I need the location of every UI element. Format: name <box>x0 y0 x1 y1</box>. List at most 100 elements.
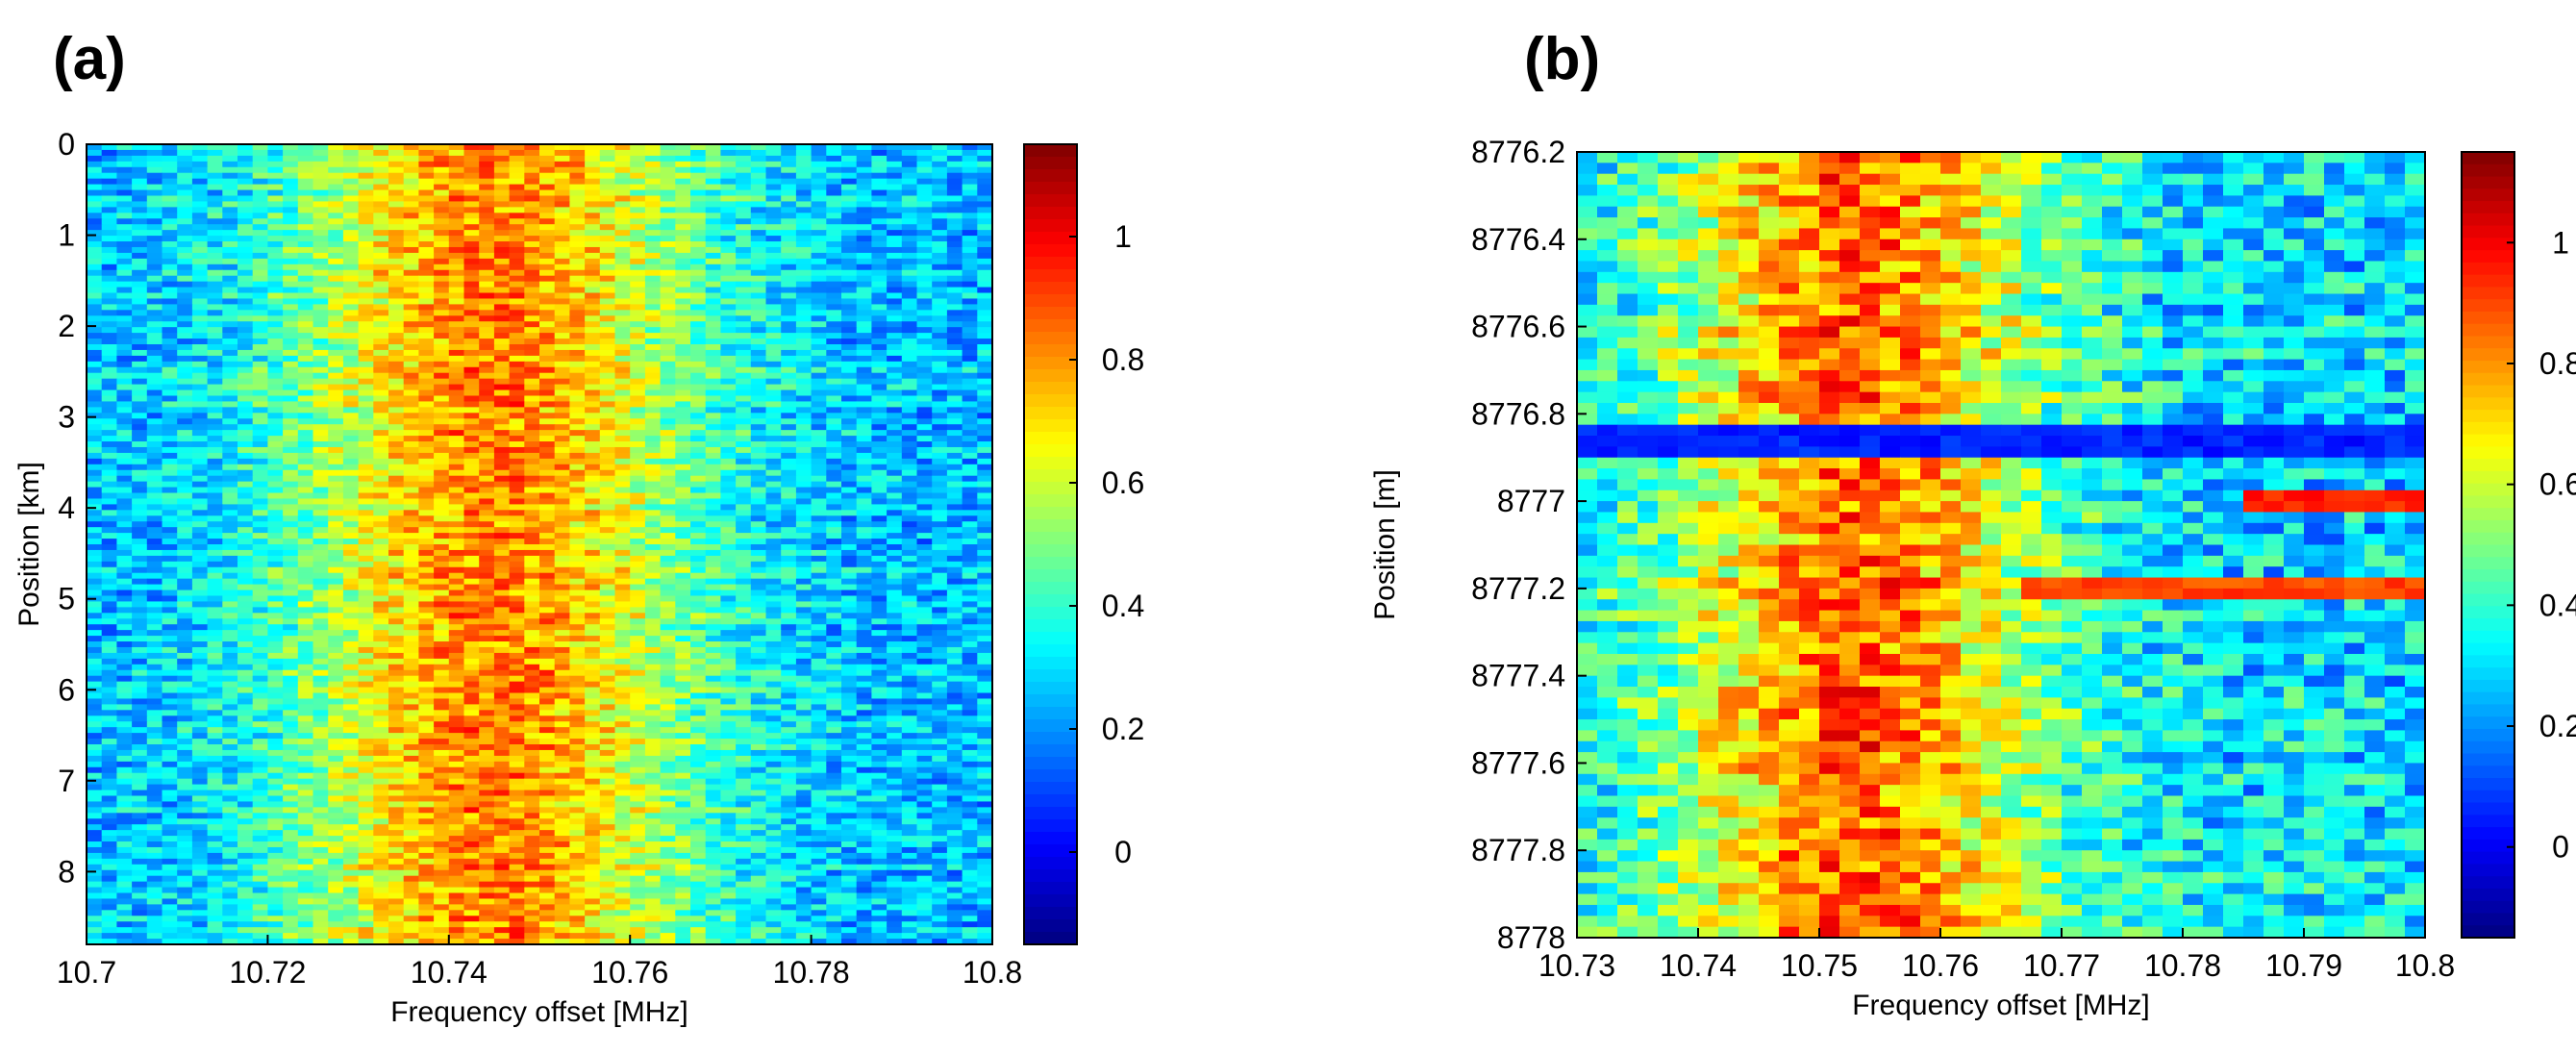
heatmap-cell <box>283 618 299 625</box>
heatmap-cell <box>871 327 888 334</box>
heatmap-cell <box>630 469 646 477</box>
heatmap-cell <box>720 378 737 386</box>
heatmap-cell <box>116 310 133 316</box>
heatmap-cell <box>207 315 223 322</box>
heatmap-cell <box>388 458 405 465</box>
heatmap-cell <box>720 384 737 391</box>
heatmap-cell <box>795 464 813 471</box>
heatmap-cell <box>283 184 299 191</box>
heatmap-cell <box>283 418 299 425</box>
heatmap-cell <box>720 555 737 563</box>
heatmap-cell <box>448 561 465 568</box>
heatmap-cell <box>267 281 284 289</box>
heatmap-cell <box>358 590 374 597</box>
heatmap-cell <box>585 292 601 300</box>
heatmap-cell <box>418 566 435 574</box>
heatmap-cell <box>871 413 888 419</box>
heatmap-cell <box>418 275 435 283</box>
heatmap-cell <box>418 292 435 300</box>
heatmap-cell <box>585 446 601 454</box>
heatmap-cell <box>977 258 993 265</box>
heatmap-cell <box>463 452 480 460</box>
heatmap-cell <box>614 446 631 454</box>
heatmap-cell <box>690 218 707 225</box>
heatmap-cell <box>871 395 888 403</box>
heatmap-cell <box>493 333 511 339</box>
heatmap-cell <box>856 584 872 591</box>
heatmap-cell <box>448 178 465 186</box>
heatmap-cell <box>328 401 344 408</box>
heatmap-cell <box>493 521 511 528</box>
heatmap-cell <box>554 487 570 494</box>
heatmap-cell <box>946 384 963 391</box>
heatmap-cell <box>116 572 133 580</box>
heatmap-cell <box>841 189 858 197</box>
heatmap-cell <box>539 304 556 311</box>
heatmap-cell <box>146 355 163 363</box>
heatmap-cell <box>509 298 525 305</box>
heatmap-cell <box>509 430 525 437</box>
heatmap-cell <box>418 584 435 591</box>
heatmap-cell <box>479 590 495 597</box>
heatmap-cell <box>313 269 329 277</box>
heatmap-cell <box>373 236 389 242</box>
heatmap-cell <box>599 310 616 316</box>
heatmap-cell <box>765 258 782 265</box>
heatmap-cell <box>887 310 903 316</box>
heatmap-cell <box>493 355 511 363</box>
heatmap-cell <box>434 189 450 197</box>
heatmap-cell <box>252 339 268 345</box>
heatmap-cell <box>946 189 963 197</box>
heatmap-cell <box>660 275 676 283</box>
heatmap-cell <box>493 515 511 522</box>
heatmap-cell <box>448 230 465 237</box>
heatmap-cell <box>736 224 752 231</box>
heatmap-cell <box>962 298 978 305</box>
heatmap-cell <box>434 584 450 591</box>
heatmap-cell <box>856 521 872 528</box>
heatmap-cell <box>871 287 888 294</box>
heatmap-cell <box>826 149 842 157</box>
heatmap-cell <box>977 452 993 460</box>
heatmap-cell <box>146 287 163 294</box>
heatmap-cell <box>765 252 782 260</box>
heatmap-cell <box>690 413 707 419</box>
heatmap-cell <box>856 566 872 574</box>
heatmap-cell <box>932 492 948 500</box>
heatmap-cell <box>962 252 978 260</box>
heatmap-cell <box>750 218 767 225</box>
heatmap-cell <box>448 475 465 483</box>
heatmap-cell <box>826 207 842 213</box>
heatmap-cell <box>901 430 918 437</box>
heatmap-cell <box>297 544 314 551</box>
heatmap-cell <box>418 607 435 614</box>
heatmap-cell <box>690 269 707 277</box>
heatmap-cell <box>841 492 858 500</box>
heatmap-cell <box>358 333 374 339</box>
heatmap-cell <box>313 218 329 225</box>
heatmap-cell <box>283 521 299 528</box>
heatmap-cell <box>781 315 797 322</box>
heatmap-cell <box>932 264 948 271</box>
heatmap-cell <box>675 418 691 425</box>
heatmap-cell <box>554 549 570 557</box>
heatmap-cell <box>509 418 525 425</box>
heatmap-cell <box>509 172 525 180</box>
heatmap-cell <box>916 464 933 471</box>
heatmap-cell <box>116 407 133 414</box>
heatmap-cell <box>916 590 933 597</box>
heatmap-cell <box>132 413 148 419</box>
heatmap-cell <box>644 527 662 534</box>
heatmap-cell <box>614 430 631 437</box>
heatmap-cell <box>977 504 993 511</box>
heatmap-cell <box>342 355 360 363</box>
heatmap-cell <box>297 155 314 163</box>
heatmap-cell <box>826 344 842 351</box>
heatmap-cell <box>388 566 405 574</box>
heatmap-cell <box>267 172 284 180</box>
heatmap-cell <box>585 166 601 174</box>
heatmap-cell <box>614 458 631 465</box>
heatmap-cell <box>448 292 465 300</box>
heatmap-cell <box>932 269 948 277</box>
heatmap-cell <box>146 275 163 283</box>
